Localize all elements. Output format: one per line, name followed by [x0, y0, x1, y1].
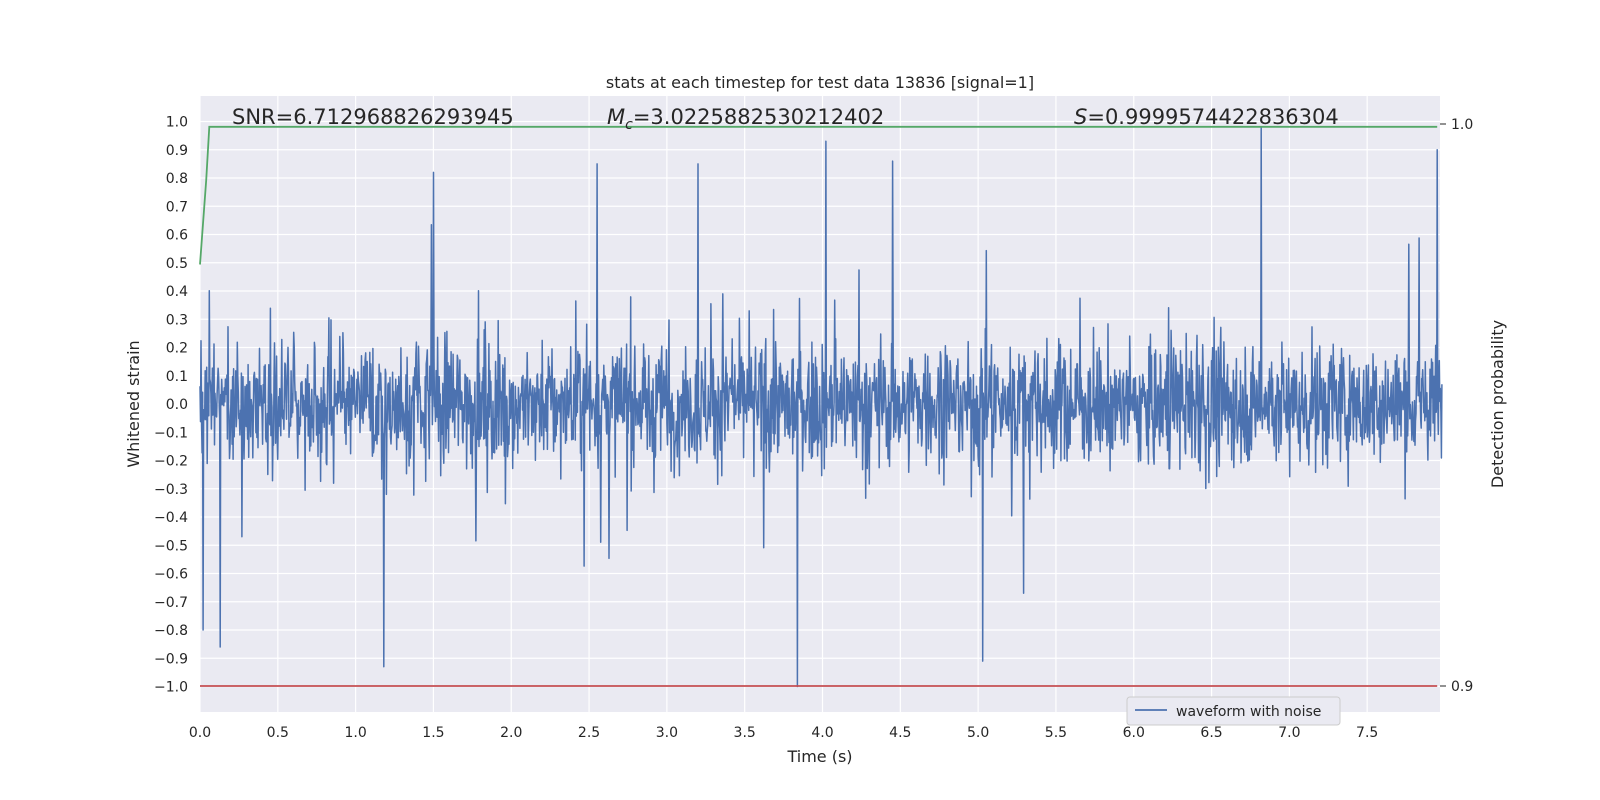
- snr-annotation: SNR=6.712968826293945: [232, 105, 514, 129]
- detection-stat-value: =0.9999574422836304: [1087, 105, 1338, 129]
- y-tick-label: −0.3: [154, 482, 188, 498]
- x-tick-label: 6.0: [1123, 725, 1145, 741]
- y-tick-label: 0.4: [166, 284, 188, 300]
- detection-stat-symbol: S: [1074, 105, 1087, 129]
- x-tick-label: 3.5: [734, 725, 756, 741]
- y-tick-label: −0.4: [154, 510, 188, 526]
- chirp-mass-annotation: Mc=3.0225882530212402: [607, 105, 884, 133]
- y-tick-label: −0.9: [154, 651, 188, 667]
- right-axis-label: Detection probability: [1488, 320, 1507, 488]
- y-tick-label: 0.8: [166, 171, 188, 187]
- x-tick-label: 5.0: [967, 725, 989, 741]
- detection-stat-annotation: S=0.9999574422836304: [1074, 105, 1339, 129]
- y-axis-ticks: 1.0 0.9 0.8 0.7 0.6 0.5 0.4 0.3 0.2 0.1 0.0 −0.1 −0.…: [154, 115, 188, 696]
- legend-label-waveform: waveform with noise: [1176, 704, 1321, 720]
- y-tick-label: 0.7: [166, 199, 188, 215]
- x-tick-label: 7.0: [1278, 725, 1300, 741]
- y-tick-label: −0.2: [154, 454, 188, 470]
- x-tick-label: 4.0: [811, 725, 833, 741]
- waveform-with-noise-line: [199, 126, 1443, 688]
- x-tick-label: 4.5: [889, 725, 911, 741]
- x-tick-label: 1.5: [422, 725, 444, 741]
- x-axis-ticks: 0.0 0.5 1.0 1.5 2.0 2.5 3.0 3.5 4.0 4.5 5.0 5.5 6.0 6…: [189, 725, 1378, 741]
- chirp-mass-value: =3.0225882530212402: [633, 105, 884, 129]
- chirp-mass-symbol: M: [607, 105, 625, 129]
- x-tick-label: 3.0: [656, 725, 678, 741]
- y-tick-label: 1.0: [166, 115, 188, 131]
- x-tick-label: 2.0: [500, 725, 522, 741]
- y-tick-label: 0.2: [166, 341, 188, 357]
- detection-probability-line: [199, 125, 1438, 265]
- y-tick-label: −1.0: [154, 680, 188, 696]
- x-tick-label: 5.5: [1045, 725, 1067, 741]
- data-layer: [199, 125, 1443, 688]
- x-axis-label: Time (s): [786, 747, 852, 766]
- x-tick-label: 1.0: [344, 725, 366, 741]
- x-tick-label: 6.5: [1200, 725, 1222, 741]
- right-axis-tick-label: 1.0: [1451, 117, 1473, 133]
- y-tick-label: 0.1: [166, 369, 188, 385]
- y-tick-label: 0.5: [166, 256, 188, 272]
- y-tick-label: 0.0: [166, 397, 188, 413]
- y-tick-label: −0.7: [154, 595, 188, 611]
- chart-title: stats at each timestep for test data 138…: [606, 73, 1034, 92]
- y-tick-label: −0.1: [154, 425, 188, 441]
- right-axis-ticks: 1.0 0.9: [1440, 117, 1473, 695]
- x-tick-label: 2.5: [578, 725, 600, 741]
- legend-box: [1126, 696, 1341, 726]
- legend: waveform with noise: [1126, 696, 1341, 726]
- right-axis-tick-label: 0.9: [1451, 679, 1473, 695]
- y-tick-label: 0.9: [166, 143, 188, 159]
- x-tick-label: 7.5: [1356, 725, 1378, 741]
- x-tick-label: 0.0: [189, 725, 211, 741]
- y-axis-label: Whitened strain: [124, 340, 143, 467]
- y-tick-label: −0.8: [154, 623, 188, 639]
- y-tick-label: 0.6: [166, 228, 188, 244]
- y-tick-label: −0.5: [154, 538, 188, 554]
- y-tick-label: 0.3: [166, 312, 188, 328]
- x-tick-label: 0.5: [267, 725, 289, 741]
- y-tick-label: −0.6: [154, 567, 188, 583]
- chirp-mass-subscript: c: [625, 117, 633, 133]
